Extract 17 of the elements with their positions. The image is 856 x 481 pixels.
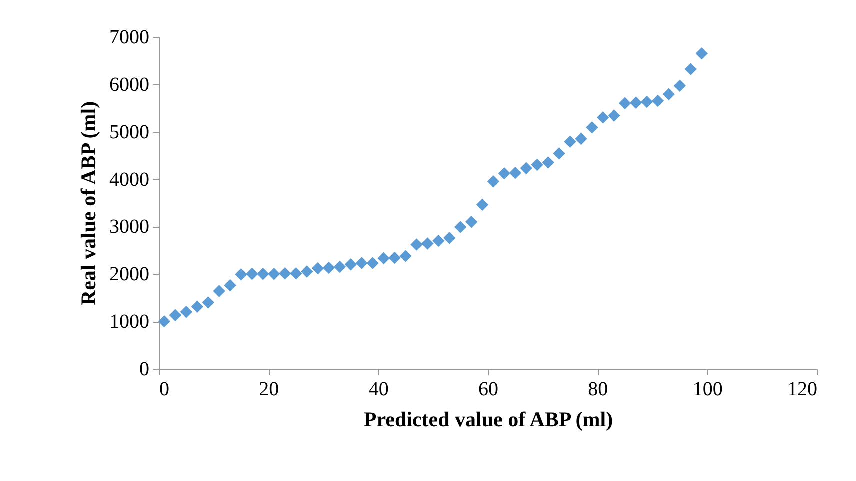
y-tick-label: 4000 xyxy=(110,168,150,191)
y-tick-label: 3000 xyxy=(110,216,150,238)
y-tick-label: 1000 xyxy=(110,311,150,334)
y-tick-label: 2000 xyxy=(110,264,150,286)
y-tick-label: 6000 xyxy=(110,74,150,96)
x-axis-title: Predicted value of ABP (ml) xyxy=(364,408,614,432)
y-axis-title: Real value of ABP (ml) xyxy=(76,101,100,306)
x-tick-label: 120 xyxy=(788,378,818,400)
y-tick-label: 0 xyxy=(140,358,150,380)
x-tick-label: 0 xyxy=(160,378,170,400)
x-tick-label: 80 xyxy=(588,378,608,400)
x-tick-label: 20 xyxy=(259,378,280,400)
y-tick-label: 7000 xyxy=(110,26,150,48)
x-tick-label: 60 xyxy=(478,378,498,400)
y-tick-label: 5000 xyxy=(110,121,150,144)
x-tick-label: 100 xyxy=(692,378,723,400)
x-tick-label: 40 xyxy=(368,378,389,400)
